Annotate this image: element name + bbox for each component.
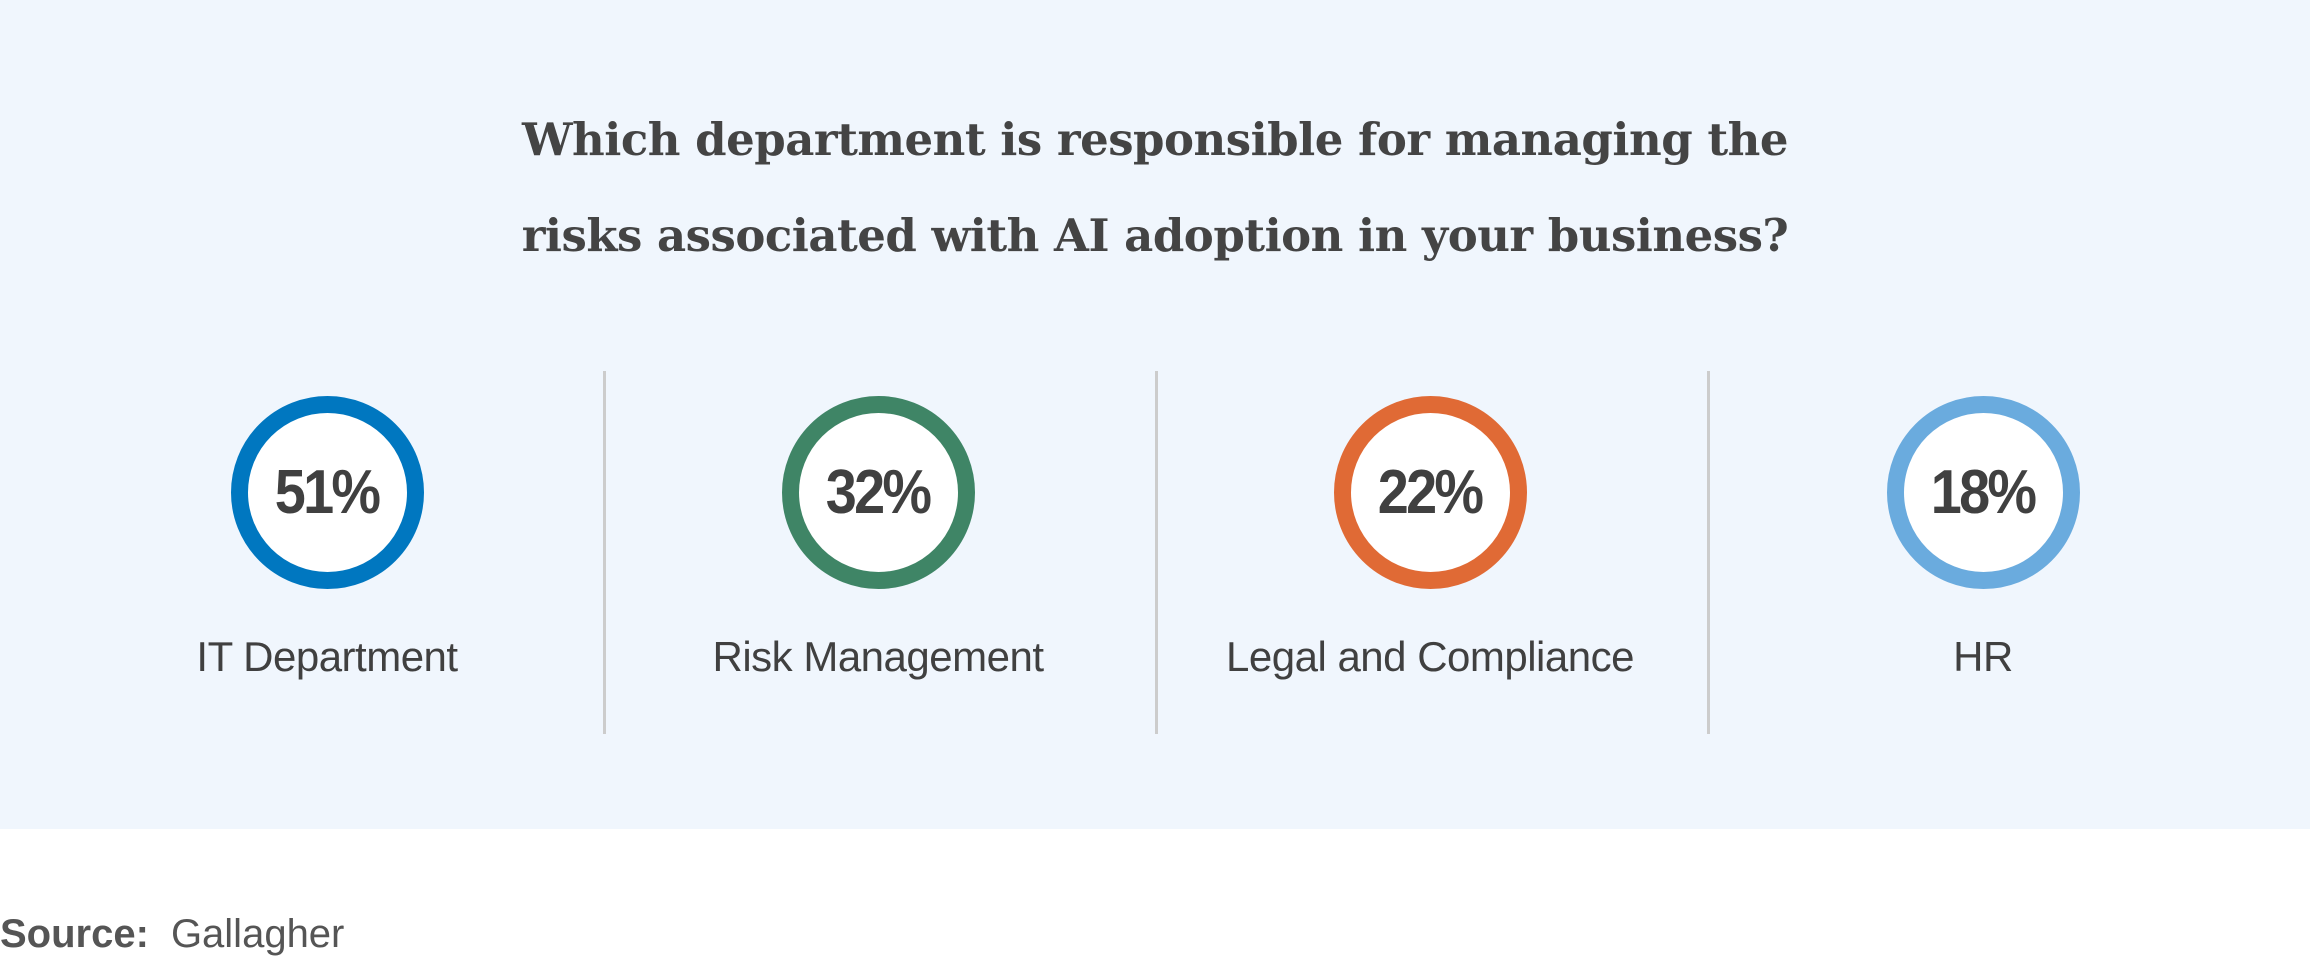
stat-value: 22% (1378, 458, 1484, 527)
source-label: Source: (0, 912, 149, 956)
title-line-1: Which department is responsible for mana… (522, 113, 1788, 166)
divider (1707, 371, 1710, 734)
stat-it-department: 51% IT Department (51, 396, 603, 681)
stat-legal-compliance: 22% Legal and Compliance (1154, 396, 1706, 681)
stat-label: Legal and Compliance (1226, 633, 1634, 680)
stat-hr: 18% HR (1707, 396, 2259, 681)
chart-panel: Which department is responsible for mana… (0, 0, 2310, 829)
stat-ring: 22% (1333, 396, 1527, 589)
stat-label: Risk Management (712, 633, 1044, 680)
stat-risk-management: 32% Risk Management (602, 396, 1154, 681)
stat-label: HR (1953, 633, 2013, 680)
divider (1155, 371, 1158, 734)
divider (603, 371, 606, 734)
stat-value: 32% (826, 458, 932, 527)
source-value: Gallagher (170, 912, 345, 956)
chart-title: Which department is responsible for mana… (0, 92, 2310, 284)
stat-label: IT Department (196, 633, 458, 680)
stat-value: 51% (275, 458, 381, 527)
stat-ring: 51% (230, 396, 424, 589)
title-line-2: risks associated with AI adoption in you… (521, 209, 1789, 262)
stat-ring: 32% (781, 396, 975, 589)
stat-ring: 18% (1886, 396, 2080, 589)
stat-value: 18% (1931, 458, 2037, 527)
source-note: Source: Gallagher (0, 912, 344, 957)
